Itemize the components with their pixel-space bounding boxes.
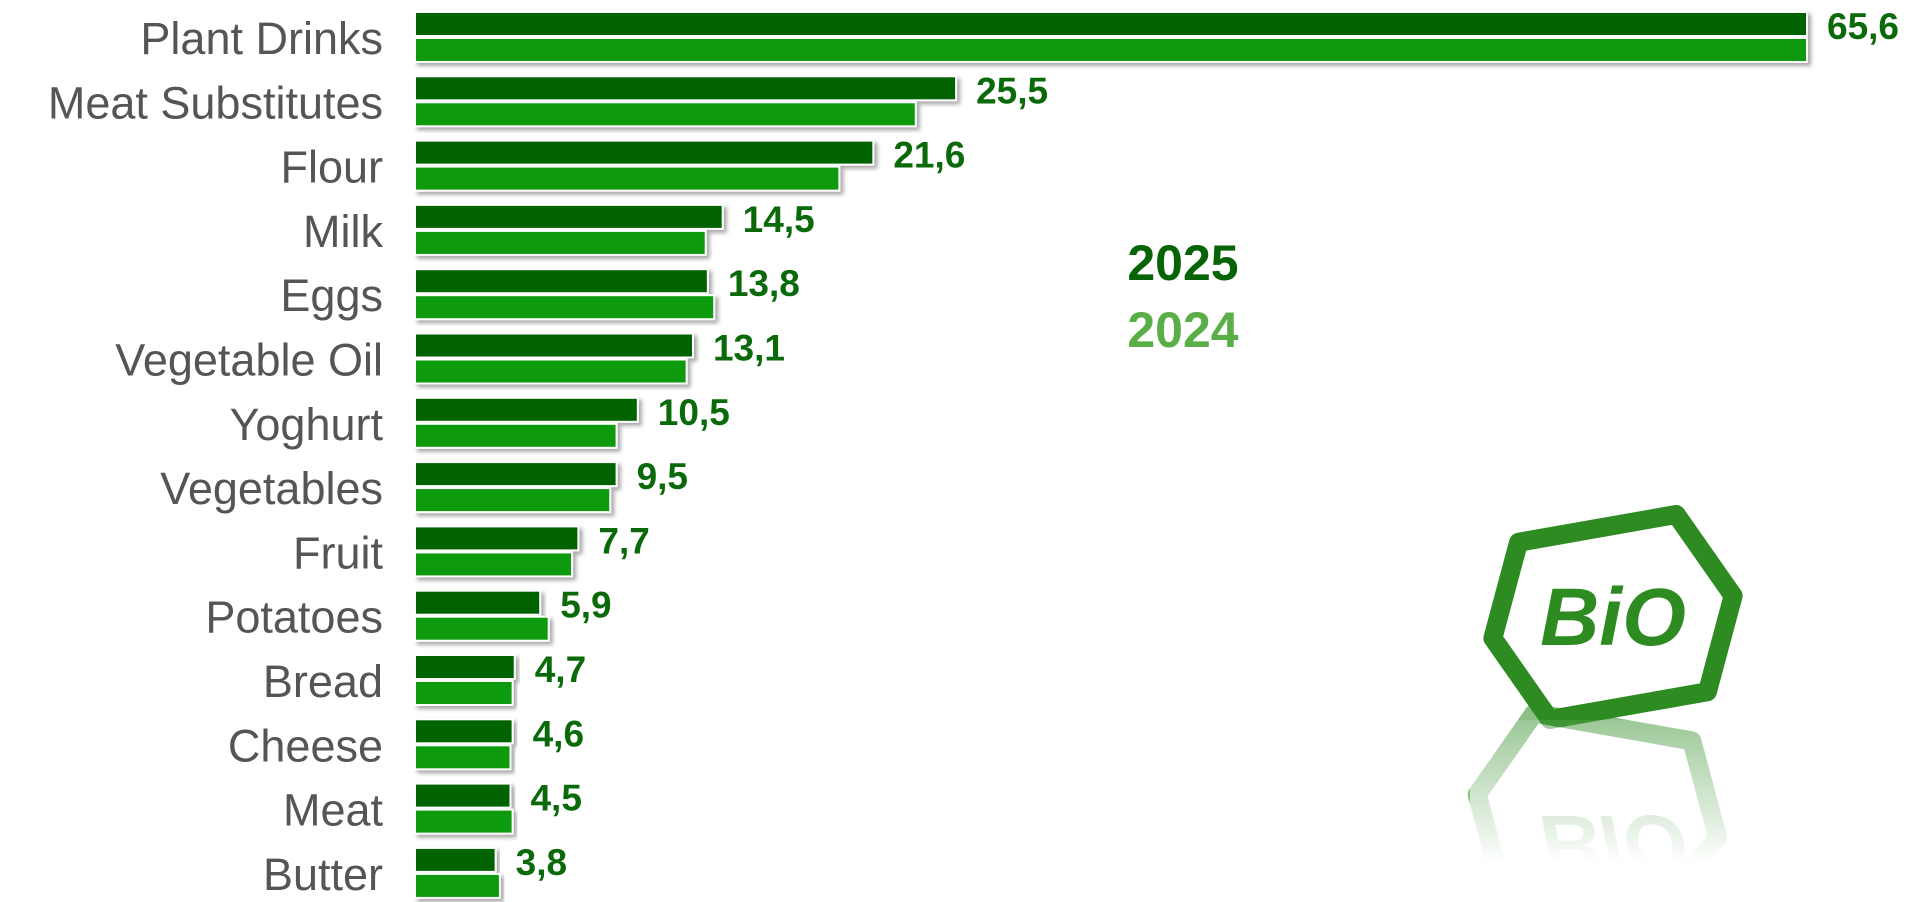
bar-2025-fruit	[414, 525, 580, 552]
bar-2025-potatoes	[414, 589, 542, 616]
category-label-eggs: Eggs	[280, 270, 383, 321]
bar-2025-meat-substitutes	[414, 75, 958, 102]
bar-2025-butter	[414, 846, 497, 873]
legend: 2025 2024	[1127, 235, 1238, 358]
value-label-milk: 14,5	[743, 199, 815, 240]
legend-item-2024: 2024	[1127, 302, 1238, 358]
category-label-fruit: Fruit	[293, 527, 383, 578]
bar-2024-eggs	[414, 294, 716, 321]
bar-2024-plant-drinks	[414, 37, 1808, 63]
bar-2025-flour	[414, 139, 875, 166]
category-label-bread: Bread	[263, 656, 383, 707]
bar-2024-yoghurt	[414, 422, 618, 449]
bar-2024-meat-substitutes	[414, 101, 917, 128]
category-label-yoghurt: Yoghurt	[230, 399, 384, 450]
value-label-cheese: 4,6	[533, 713, 584, 754]
bar-2025-plant-drinks	[414, 11, 1808, 37]
bar-2024-meat	[414, 808, 514, 835]
bar-2024-butter	[414, 872, 501, 899]
bar-2024-vegetables	[414, 487, 612, 514]
bar-2025-meat	[414, 782, 512, 809]
bar-2025-milk	[414, 203, 724, 230]
bars	[414, 11, 1808, 899]
value-label-plant-drinks: 65,6	[1827, 6, 1899, 47]
category-label-butter: Butter	[263, 849, 383, 900]
value-label-potatoes: 5,9	[560, 585, 611, 626]
value-label-yoghurt: 10,5	[658, 392, 730, 433]
category-label-meat: Meat	[283, 785, 384, 836]
category-label-meat-substitutes: Meat Substitutes	[48, 77, 383, 128]
category-label-flour: Flour	[280, 142, 383, 193]
value-label-bread: 4,7	[535, 649, 586, 690]
bar-2025-eggs	[414, 268, 709, 295]
bar-2024-milk	[414, 229, 707, 256]
bar-2024-bread	[414, 680, 514, 706]
bio-logo-hexagon: BiO	[1483, 504, 1743, 730]
bio-logo: BiO BiO	[1467, 504, 1760, 902]
category-label-vegetables: Vegetables	[160, 463, 383, 514]
category-label-vegetable-oil: Vegetable Oil	[115, 335, 383, 386]
bar-2025-cheese	[414, 718, 514, 745]
category-labels: Plant Drinks Meat Substitutes Flour Milk Egg…	[48, 13, 384, 900]
bar-2025-bread	[414, 654, 516, 680]
legend-item-2025: 2025	[1127, 235, 1238, 291]
value-label-vegetables: 9,5	[637, 456, 688, 497]
value-label-vegetable-oil: 13,1	[713, 328, 785, 369]
bar-2024-potatoes	[414, 615, 550, 642]
bar-2024-cheese	[414, 744, 512, 771]
bio-logo-text: BiO	[1540, 572, 1686, 663]
bar-2024-fruit	[414, 551, 574, 578]
bar-2025-yoghurt	[414, 396, 639, 423]
category-label-plant-drinks: Plant Drinks	[140, 13, 383, 64]
category-label-cheese: Cheese	[228, 720, 383, 771]
bar-2024-flour	[414, 165, 841, 192]
value-label-meat-substitutes: 25,5	[976, 70, 1048, 111]
value-label-butter: 3,8	[516, 842, 567, 883]
value-label-meat: 4,5	[530, 778, 581, 819]
value-label-fruit: 7,7	[598, 520, 649, 561]
bar-2024-vegetable-oil	[414, 358, 688, 385]
bio-logo-reflection: BiO	[1467, 703, 1760, 902]
bar-2025-vegetables	[414, 461, 618, 488]
value-label-eggs: 13,8	[728, 263, 800, 304]
value-label-flour: 21,6	[893, 135, 965, 176]
category-label-milk: Milk	[303, 206, 383, 257]
value-labels: 65,6 25,5 21,6 14,5 13,8 13,1 10,5 9,5 7,7 5,9 4,7…	[516, 6, 1899, 883]
category-label-potatoes: Potatoes	[205, 592, 383, 643]
bar-2025-vegetable-oil	[414, 332, 694, 359]
